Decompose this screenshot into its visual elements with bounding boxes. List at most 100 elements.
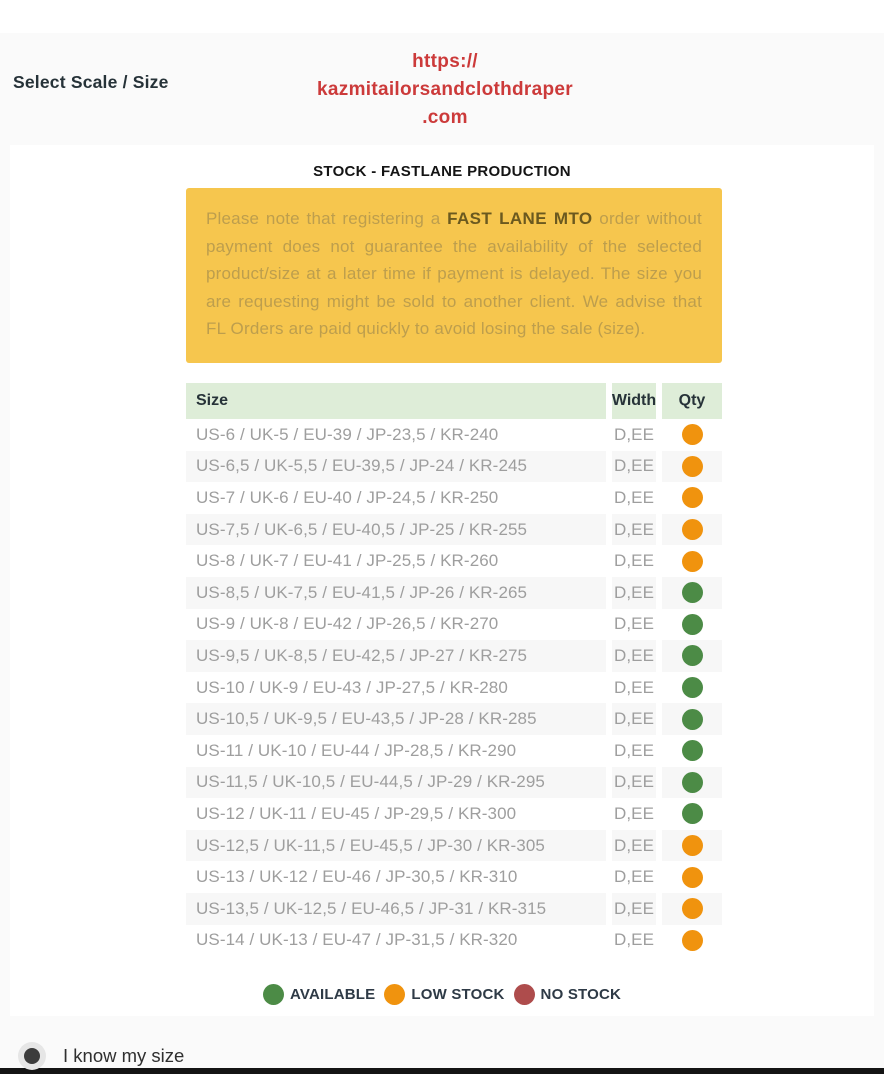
width-cell: D,EE [612,924,662,957]
width-cell: D,EE [612,829,662,862]
radio-button-icon[interactable] [18,1042,46,1070]
table-row[interactable]: US-12,5 / UK-11,5 / EU-45,5 / JP-30 / KR… [186,829,722,862]
notice-text-pre: Please note that registering a [206,209,448,228]
table-row[interactable]: US-7,5 / UK-6,5 / EU-40,5 / JP-25 / KR-2… [186,513,722,546]
qty-cell [662,767,722,799]
stock-status-dot-available [681,771,703,793]
width-cell: D,EE [612,513,662,546]
header-qty: Qty [678,392,706,409]
stock-status-dot-available [681,645,703,667]
table-row[interactable]: US-14 / UK-13 / EU-47 / JP-31,5 / KR-320… [186,924,722,957]
stock-legend: AVAILABLE LOW STOCK NO STOCK [10,984,874,1005]
size-cell: US-9,5 / UK-8,5 / EU-42,5 / JP-27 / KR-2… [186,640,612,672]
width-cell: D,EE [612,861,662,893]
legend-item: NO STOCK [513,984,622,1005]
notice-text-bold: FAST LANE MTO [447,209,593,228]
qty-cell [662,672,722,704]
qty-cell [662,419,722,451]
qty-cell [662,451,722,483]
size-cell: US-14 / UK-13 / EU-47 / JP-31,5 / KR-320 [186,924,612,957]
legend-item: AVAILABLE [262,984,375,1005]
header-width: Width [612,383,662,419]
table-row[interactable]: US-9 / UK-8 / EU-42 / JP-26,5 / KR-270 D,… [186,608,722,641]
table-row[interactable]: US-11 / UK-10 / EU-44 / JP-28,5 / KR-290… [186,734,722,767]
table-row[interactable]: US-12 / UK-11 / EU-45 / JP-29,5 / KR-300… [186,798,722,830]
legend-label: NO STOCK [540,986,622,1003]
table-row[interactable]: US-6,5 / UK-5,5 / EU-39,5 / JP-24 / KR-2… [186,450,722,483]
qty-cell [662,577,722,609]
qty-cell [662,735,722,767]
table-row[interactable]: US-8,5 / UK-7,5 / EU-41,5 / JP-26 / KR-2… [186,576,722,609]
legend-dot-none [513,984,535,1005]
size-cell: US-6 / UK-5 / EU-39 / JP-23,5 / KR-240 [186,419,612,451]
size-cell: US-13 / UK-12 / EU-46 / JP-30,5 / KR-310 [186,861,612,893]
legend-label: LOW STOCK [411,986,505,1003]
qty-cell [662,798,722,830]
qty-cell [662,609,722,641]
table-row[interactable]: US-7 / UK-6 / EU-40 / JP-24,5 / KR-250 D,… [186,482,722,514]
table-row[interactable]: US-10,5 / UK-9,5 / EU-43,5 / JP-28 / KR-… [186,703,722,735]
qty-cell [662,640,722,672]
stock-status-dot-low [681,550,703,572]
table-row[interactable]: US-13,5 / UK-12,5 / EU-46,5 / JP-31 / KR… [186,892,722,925]
width-cell: D,EE [612,419,662,451]
width-cell: D,EE [612,766,662,799]
qty-cell [662,545,722,577]
width-cell: D,EE [612,798,662,830]
size-cell: US-8 / UK-7 / EU-41 / JP-25,5 / KR-260 [186,545,612,577]
width-cell: D,EE [612,482,662,514]
width-cell: D,EE [612,703,662,735]
width-cell: D,EE [612,576,662,609]
size-cell: US-11,5 / UK-10,5 / EU-44,5 / JP-29 / KR… [186,766,612,799]
size-cell: US-13,5 / UK-12,5 / EU-46,5 / JP-31 / KR… [186,892,612,925]
table-row[interactable]: US-11,5 / UK-10,5 / EU-44,5 / JP-29 / KR… [186,766,722,799]
table-row[interactable]: US-10 / UK-9 / EU-43 / JP-27,5 / KR-280 D… [186,671,722,704]
width-cell: D,EE [612,892,662,925]
size-cell: US-10,5 / UK-9,5 / EU-43,5 / JP-28 / KR-… [186,703,612,735]
table-row[interactable]: US-9,5 / UK-8,5 / EU-42,5 / JP-27 / KR-2… [186,640,722,672]
legend-dot-low [384,984,406,1005]
size-cell: US-11 / UK-10 / EU-44 / JP-28,5 / KR-290 [186,734,612,767]
know-my-size-option[interactable]: I know my size [18,1042,184,1070]
qty-cell [662,830,722,862]
size-cell: US-6,5 / UK-5,5 / EU-39,5 / JP-24 / KR-2… [186,450,612,483]
header-size: Size [186,383,612,419]
stock-status-dot-low [681,866,703,888]
size-cell: US-8,5 / UK-7,5 / EU-41,5 / JP-26 / KR-2… [186,576,612,609]
width-cell: D,EE [612,608,662,641]
qty-cell [662,514,722,546]
page-title: Select Scale / Size [13,72,169,92]
stock-status-dot-low [681,835,703,857]
legend-item: LOW STOCK [384,984,504,1005]
qty-cell [662,861,722,893]
width-cell: D,EE [612,640,662,672]
stock-section-title: STOCK - FASTLANE PRODUCTION [313,163,571,180]
qty-cell [662,925,722,957]
size-cell: US-7,5 / UK-6,5 / EU-40,5 / JP-25 / KR-2… [186,513,612,546]
fastlane-notice: Please note that registering a FAST LANE… [186,188,722,363]
size-cell: US-12,5 / UK-11,5 / EU-45,5 / JP-30 / KR… [186,829,612,862]
stock-status-dot-available [681,582,703,604]
width-cell: D,EE [612,545,662,577]
table-header-row: Size Width Qty [186,383,722,419]
size-cell: US-7 / UK-6 / EU-40 / JP-24,5 / KR-250 [186,482,612,514]
width-cell: D,EE [612,734,662,767]
stock-status-dot-available [681,708,703,730]
table-row[interactable]: US-6 / UK-5 / EU-39 / JP-23,5 / KR-240 D,… [186,419,722,451]
width-cell: D,EE [612,450,662,483]
stock-status-dot-low [681,487,703,509]
qty-cell [662,703,722,735]
table-row[interactable]: US-13 / UK-12 / EU-46 / JP-30,5 / KR-310… [186,861,722,893]
size-table: Size Width Qty US-6 / UK-5 / EU-39 / JP-… [186,383,722,957]
legend-dot-available [262,984,284,1005]
table-row[interactable]: US-8 / UK-7 / EU-41 / JP-25,5 / KR-260 D,… [186,545,722,577]
stock-status-dot-low [681,424,703,446]
size-cell: US-10 / UK-9 / EU-43 / JP-27,5 / KR-280 [186,671,612,704]
radio-dot [24,1048,40,1064]
notice-text-post: order without payment does not guarantee… [206,209,702,339]
radio-label[interactable]: I know my size [63,1045,185,1066]
stock-status-dot-available [681,677,703,699]
bottom-black-bar [0,1068,884,1074]
size-cell: US-12 / UK-11 / EU-45 / JP-29,5 / KR-300 [186,798,612,830]
